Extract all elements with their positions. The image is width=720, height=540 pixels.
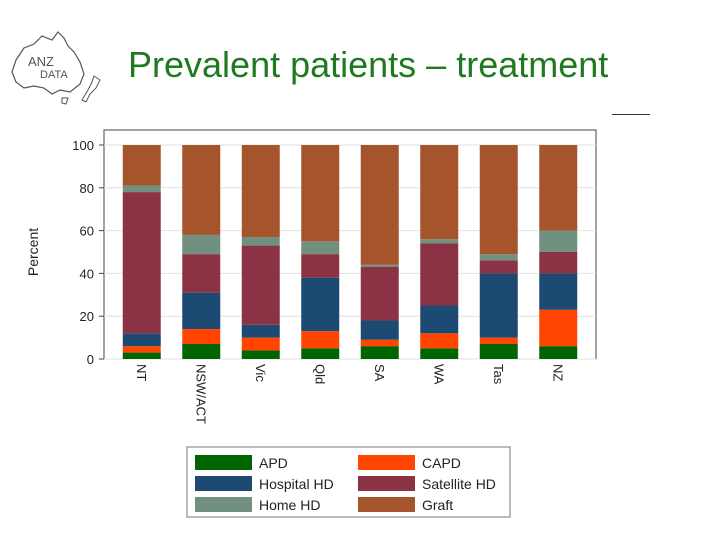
bar-segment	[479, 145, 518, 255]
bar-segment	[539, 309, 578, 347]
australia-outline-icon	[11, 31, 85, 95]
legend-label: Graft	[422, 497, 453, 513]
bar-segment	[539, 346, 578, 359]
bar-segment	[360, 264, 399, 267]
bar-segment	[122, 192, 161, 334]
legend-label: CAPD	[422, 455, 461, 471]
bar-segment	[241, 245, 280, 325]
legend-swatch	[358, 476, 415, 491]
y-tick-label: 80	[80, 181, 94, 196]
legend-label: Satellite HD	[422, 476, 496, 492]
anzdata-logo: ANZ DATA	[11, 31, 101, 105]
bar-segment	[539, 230, 578, 252]
bar-segment	[301, 331, 340, 349]
y-tick-label: 60	[80, 224, 94, 239]
bar-segment	[122, 145, 161, 186]
legend-swatch	[195, 455, 252, 470]
bar-segment	[122, 185, 161, 193]
x-tick-label: NSW/ACT	[193, 364, 208, 424]
bar-segment	[420, 243, 459, 306]
y-tick-label: 100	[72, 138, 94, 153]
bar-segment	[360, 339, 399, 347]
bar-segment	[479, 260, 518, 274]
x-tick-label: SA	[372, 364, 387, 382]
bar-segment	[539, 145, 578, 231]
legend-label: APD	[259, 455, 288, 471]
legend-label: Hospital HD	[259, 476, 334, 492]
y-tick-label: 0	[87, 352, 94, 367]
bar-segment	[420, 239, 459, 244]
legend-swatch	[195, 476, 252, 491]
x-tick-label: WA	[431, 364, 446, 385]
bar-segment	[301, 145, 340, 242]
bar-segment	[479, 254, 518, 261]
logo-text-anz: ANZ	[28, 54, 54, 69]
bar-segment	[122, 352, 161, 359]
x-tick-label: NZ	[550, 364, 565, 381]
legend-label: Home HD	[259, 497, 320, 513]
x-tick-label: NT	[134, 364, 149, 381]
bar-segment	[241, 337, 280, 351]
bar-segment	[420, 145, 459, 240]
bar-segment	[360, 346, 399, 359]
bar-segment	[122, 333, 161, 347]
bar-segment	[539, 273, 578, 310]
legend-swatch	[195, 497, 252, 512]
bar-segment	[182, 234, 221, 255]
bar-segment	[420, 333, 459, 349]
y-axis-label: Percent	[25, 228, 41, 276]
bar-segment	[241, 324, 280, 338]
bar-segment	[241, 237, 280, 246]
slide-title: Prevalent patients – treatment	[128, 44, 609, 85]
bar-segment	[182, 254, 221, 293]
bar-segment	[420, 305, 459, 334]
bar-segment	[241, 350, 280, 359]
legend-swatch	[358, 455, 415, 470]
bar-segment	[479, 337, 518, 345]
bar-segment	[479, 273, 518, 338]
plot-frame	[103, 129, 597, 360]
stacked-bar-chart: 0 20 40 60 80 100 Percent NT NSW/ACT Vic Qld SA WA Ta…	[25, 129, 597, 518]
bar-segment	[301, 277, 340, 332]
x-tick-label: Tas	[491, 364, 506, 385]
bar-segment	[182, 329, 221, 345]
x-tick-label: Qld	[312, 364, 327, 384]
bar-segment	[182, 292, 221, 330]
bar-segment	[182, 344, 221, 359]
x-tick-label: Vic	[253, 364, 268, 382]
bar-segment	[360, 266, 399, 321]
bar-segment	[539, 252, 578, 274]
bar-segment	[301, 241, 340, 255]
bar-segment	[182, 145, 221, 235]
legend-swatch	[358, 497, 415, 512]
bar-segment	[122, 346, 161, 353]
logo-text-data: DATA	[40, 69, 68, 81]
y-tick-label: 20	[80, 309, 94, 324]
bar-segment	[301, 254, 340, 278]
bar-segment	[301, 348, 340, 359]
bar-segment	[360, 145, 399, 265]
bar-segment	[360, 320, 399, 340]
y-tick-label: 40	[80, 266, 94, 281]
tasmania-outline-icon	[61, 97, 69, 105]
new-zealand-outline-icon	[81, 75, 101, 103]
bar-segment	[479, 344, 518, 359]
bar-segment	[420, 348, 459, 359]
title-rule	[612, 114, 650, 115]
bar-segment	[241, 145, 280, 238]
